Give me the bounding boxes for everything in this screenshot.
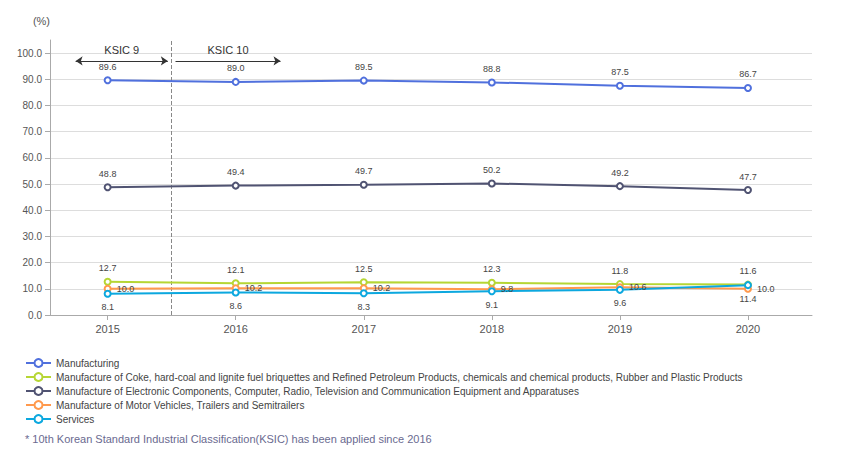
svg-text:11.4: 11.4 bbox=[740, 294, 757, 304]
svg-text:70.0: 70.0 bbox=[23, 126, 43, 137]
svg-text:KSIC 10: KSIC 10 bbox=[208, 44, 249, 56]
svg-text:9.6: 9.6 bbox=[614, 298, 627, 308]
svg-text:12.5: 12.5 bbox=[355, 264, 373, 274]
svg-text:90.0: 90.0 bbox=[23, 74, 43, 85]
svg-text:2020: 2020 bbox=[736, 323, 760, 335]
svg-text:49.2: 49.2 bbox=[611, 168, 629, 178]
svg-text:8.6: 8.6 bbox=[229, 301, 242, 311]
svg-text:12.7: 12.7 bbox=[99, 263, 117, 273]
svg-text:50.0: 50.0 bbox=[23, 179, 43, 190]
svg-text:49.7: 49.7 bbox=[355, 166, 373, 176]
svg-text:11.6: 11.6 bbox=[740, 266, 757, 276]
svg-text:89.0: 89.0 bbox=[227, 63, 245, 73]
svg-text:89.5: 89.5 bbox=[355, 62, 373, 72]
svg-text:2015: 2015 bbox=[95, 323, 119, 335]
svg-text:88.8: 88.8 bbox=[483, 64, 501, 74]
svg-text:9.8: 9.8 bbox=[501, 284, 514, 294]
svg-text:80.0: 80.0 bbox=[23, 100, 43, 111]
svg-text:8.3: 8.3 bbox=[358, 302, 371, 312]
svg-text:9.1: 9.1 bbox=[486, 300, 499, 310]
svg-text:10.0: 10.0 bbox=[117, 284, 135, 294]
svg-text:47.7: 47.7 bbox=[739, 172, 757, 182]
svg-text:20.0: 20.0 bbox=[23, 257, 43, 268]
svg-text:12.1: 12.1 bbox=[227, 265, 245, 275]
svg-text:49.4: 49.4 bbox=[227, 167, 245, 177]
svg-text:Services: Services bbox=[56, 414, 94, 425]
svg-text:10.0: 10.0 bbox=[23, 283, 43, 294]
svg-text:10.6: 10.6 bbox=[629, 282, 647, 292]
svg-text:60.0: 60.0 bbox=[23, 152, 43, 163]
svg-text:12.3: 12.3 bbox=[483, 264, 501, 274]
svg-text:8.1: 8.1 bbox=[101, 302, 114, 312]
svg-text:48.8: 48.8 bbox=[99, 169, 117, 179]
svg-text:89.6: 89.6 bbox=[99, 62, 117, 72]
svg-text:Manufacturing: Manufacturing bbox=[56, 358, 119, 369]
svg-text:100.0: 100.0 bbox=[17, 48, 42, 59]
svg-text:10.2: 10.2 bbox=[245, 283, 263, 293]
svg-text:(%): (%) bbox=[33, 15, 50, 27]
svg-text:86.7: 86.7 bbox=[739, 69, 757, 79]
svg-text:Manufacture of Electronic Comp: Manufacture of Electronic Components, Co… bbox=[56, 386, 579, 397]
svg-text:40.0: 40.0 bbox=[23, 205, 43, 216]
svg-text:Manufacture of Motor Vehicles,: Manufacture of Motor Vehicles, Trailers … bbox=[56, 400, 304, 411]
svg-text:10.0: 10.0 bbox=[757, 284, 775, 294]
svg-text:11.8: 11.8 bbox=[611, 266, 628, 276]
svg-text:50.2: 50.2 bbox=[483, 165, 501, 175]
svg-text:10.2: 10.2 bbox=[373, 283, 391, 293]
svg-text:2016: 2016 bbox=[223, 323, 247, 335]
svg-text:2017: 2017 bbox=[352, 323, 376, 335]
svg-text:* 10th Korean Standard Industr: * 10th Korean Standard Industrial Classi… bbox=[25, 433, 432, 445]
svg-text:Manufacture of Coke, hard-coal: Manufacture of Coke, hard-coal and ligni… bbox=[56, 372, 742, 383]
svg-text:2019: 2019 bbox=[608, 323, 632, 335]
svg-text:2018: 2018 bbox=[480, 323, 504, 335]
svg-text:0.0: 0.0 bbox=[28, 310, 42, 321]
svg-text:87.5: 87.5 bbox=[611, 67, 629, 77]
svg-text:KSIC 9: KSIC 9 bbox=[104, 44, 139, 56]
svg-text:30.0: 30.0 bbox=[23, 231, 43, 242]
